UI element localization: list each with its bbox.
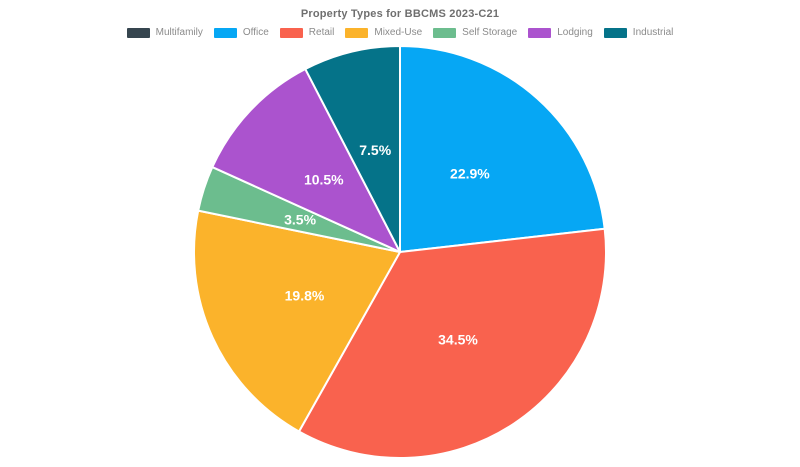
legend-swatch-office (213, 27, 237, 38)
legend-item-lodging[interactable]: Lodging (528, 27, 593, 38)
legend-item-office[interactable]: Office (213, 27, 269, 38)
pie-slice-office[interactable] (399, 45, 606, 253)
legend-label-self-storage: Self Storage (462, 27, 518, 38)
legend-item-retail[interactable]: Retail (279, 27, 335, 38)
legend-swatch-lodging (528, 27, 552, 38)
legend-swatch-self-storage (433, 27, 457, 38)
chart-title: Property Types for BBCMS 2023-C21 (300, 8, 500, 20)
legend-item-self-storage[interactable]: Self Storage (433, 27, 517, 38)
legend-label-multifamily: Multifamily (155, 27, 203, 38)
legend-swatch-retail (279, 27, 303, 38)
legend-item-multifamily[interactable]: Multifamily (126, 27, 203, 38)
legend-swatch-mixed-use (345, 27, 369, 38)
legend-label-industrial: Industrial (632, 27, 674, 38)
legend-label-mixed-use: Mixed-Use (374, 27, 423, 38)
legend-swatch-multifamily (126, 27, 150, 38)
legend-item-mixed-use[interactable]: Mixed-Use (345, 27, 422, 38)
legend-item-industrial[interactable]: Industrial (603, 27, 674, 38)
legend-swatch-industrial (603, 27, 627, 38)
legend-label-retail: Retail (308, 27, 335, 38)
pie-slice-mixed-use[interactable] (193, 209, 401, 433)
legend-label-office: Office (242, 27, 269, 38)
pie-slice-industrial[interactable] (304, 45, 401, 253)
pie-slice-lodging[interactable] (211, 68, 401, 253)
pie-slice-retail[interactable] (297, 227, 608, 460)
legend: Multifamily Office Retail Mixed-Use Self Sto… (0, 27, 800, 38)
legend-label-lodging: Lodging (557, 27, 593, 38)
